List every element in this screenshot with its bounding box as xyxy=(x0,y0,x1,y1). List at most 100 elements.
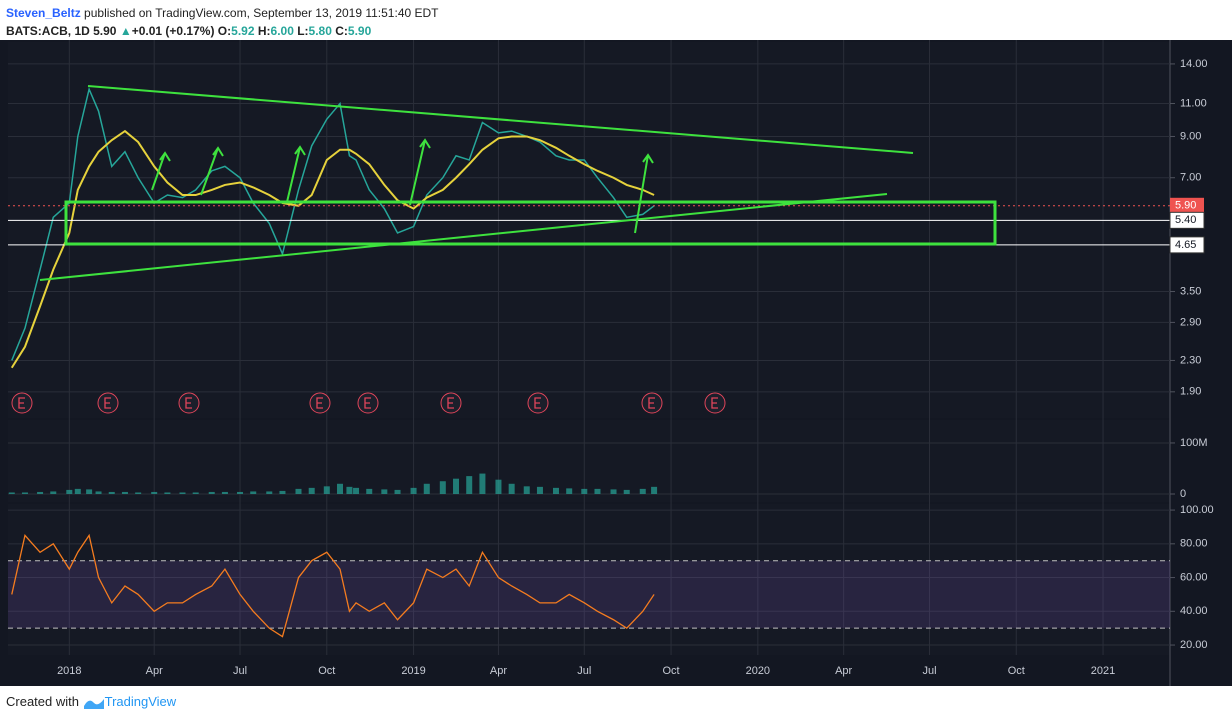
h: 6.00 xyxy=(270,24,294,38)
price-box xyxy=(1170,197,1204,214)
x-tick-label: Oct xyxy=(662,665,679,677)
chart: 2018 Apr Jul Oct 2019 Apr Jul Oct 2020 Apr Jul Oct 2… xyxy=(0,40,1232,686)
volume-bar xyxy=(108,491,115,494)
price-label: 5.90 xyxy=(1175,200,1196,212)
earnings-icon xyxy=(364,397,371,409)
line xyxy=(11,533,655,638)
drawing xyxy=(634,154,649,234)
earnings-icon xyxy=(185,397,192,409)
volume-bar xyxy=(594,488,601,494)
volume-bar xyxy=(346,486,353,494)
line-2: BATS:ACB, 1D 5.90 ▲+0.01 (+0.17%) O:5.92… xyxy=(6,22,439,40)
drawing xyxy=(294,145,306,156)
volume-bar xyxy=(164,492,171,494)
drawing xyxy=(151,152,166,191)
drawing xyxy=(212,146,224,157)
drawing xyxy=(159,151,171,162)
y-tick-label: 14.00 xyxy=(1180,58,1208,70)
price-box xyxy=(1169,236,1205,254)
up-icon: ▲ xyxy=(119,24,132,38)
o: 5.92 xyxy=(231,24,255,38)
change: +0.01 (+0.17%) xyxy=(131,24,215,38)
volume-bar xyxy=(495,479,502,494)
earnings-icon xyxy=(18,397,25,409)
volume-bar xyxy=(410,487,417,494)
y-tick-label: 20.00 xyxy=(1180,639,1208,651)
volume-bar xyxy=(86,489,93,494)
volume-bar xyxy=(366,488,373,494)
volume-bar xyxy=(337,483,343,494)
y-tick-label: 2.90 xyxy=(1180,316,1201,328)
volume-bar xyxy=(279,490,286,494)
volume-bar xyxy=(221,491,228,494)
footer: Created with TradingView xyxy=(6,694,176,710)
volume-bar xyxy=(50,491,57,494)
price-label: 5.40 xyxy=(1175,214,1196,226)
volume-bar xyxy=(610,489,617,494)
x-tick-label: Jul xyxy=(577,665,591,677)
volume-bar xyxy=(453,478,460,494)
y-tick-label: 0 xyxy=(1180,488,1186,500)
volume-bar xyxy=(552,487,559,494)
y-tick-label: 3.50 xyxy=(1180,285,1201,297)
drawing xyxy=(642,153,654,164)
y-tick-label: 1.90 xyxy=(1180,386,1201,398)
earnings-icon xyxy=(104,397,111,409)
x-tick-label: 2021 xyxy=(1091,665,1115,677)
o-label: O: xyxy=(217,24,232,38)
x-tick-label: Apr xyxy=(490,665,507,677)
x-tick-label: 2018 xyxy=(57,665,81,677)
volume-bar xyxy=(651,486,658,494)
y-tick-label: 9.00 xyxy=(1180,130,1201,142)
volume-bar xyxy=(151,491,158,494)
volume-bar xyxy=(581,488,588,494)
volume-bar xyxy=(466,476,473,494)
volume-bar xyxy=(21,492,28,494)
x-tick-label: Apr xyxy=(835,665,852,677)
y-tick-label: 2.30 xyxy=(1180,354,1201,366)
header: Steven_Beltz published on TradingView.co… xyxy=(6,4,439,40)
symbol: BATS:ACB, 1D xyxy=(6,24,90,38)
line xyxy=(11,86,655,361)
last: 5.90 xyxy=(93,24,117,38)
c-label: C: xyxy=(335,24,348,38)
x-tick-label: Oct xyxy=(318,665,335,677)
volume-bar xyxy=(308,487,315,494)
volume-bar xyxy=(66,489,73,494)
volume-bar xyxy=(423,483,430,494)
x-tick-label: Apr xyxy=(146,665,163,677)
volume-bar xyxy=(266,491,273,494)
x-tick-label: Jul xyxy=(922,665,936,677)
price-box xyxy=(1169,211,1205,229)
volume-bar xyxy=(394,489,401,494)
volume-bar xyxy=(479,473,486,494)
volume-bar xyxy=(121,491,128,494)
volume-bar xyxy=(192,492,199,494)
x-tick-label: 2020 xyxy=(746,665,770,677)
y-tick-label: 100M xyxy=(1180,437,1208,449)
brand[interactable]: TradingView xyxy=(104,694,177,709)
pane xyxy=(8,504,1170,655)
l: 5.80 xyxy=(308,24,332,38)
volume-bar xyxy=(381,489,388,494)
volume-bar xyxy=(323,486,330,494)
drawing xyxy=(409,139,426,206)
drawing xyxy=(39,193,888,281)
drawing xyxy=(286,146,301,203)
volume-bar xyxy=(95,491,102,494)
earnings-icon xyxy=(534,397,541,409)
earnings-icon xyxy=(711,397,718,409)
author[interactable]: Steven_Beltz xyxy=(6,6,81,20)
volume-bar xyxy=(74,488,81,494)
volume-bar xyxy=(523,486,530,494)
x-tick-label: Jul xyxy=(233,665,247,677)
volume-bar xyxy=(135,492,142,494)
volume-bar xyxy=(566,488,573,494)
line-1: Steven_Beltz published on TradingView.co… xyxy=(6,4,439,22)
line xyxy=(10,129,655,369)
drawing xyxy=(419,138,431,149)
x-tick-label: 2019 xyxy=(401,665,425,677)
rsi-band xyxy=(8,560,1170,629)
y-tick-label: 80.00 xyxy=(1180,538,1208,550)
